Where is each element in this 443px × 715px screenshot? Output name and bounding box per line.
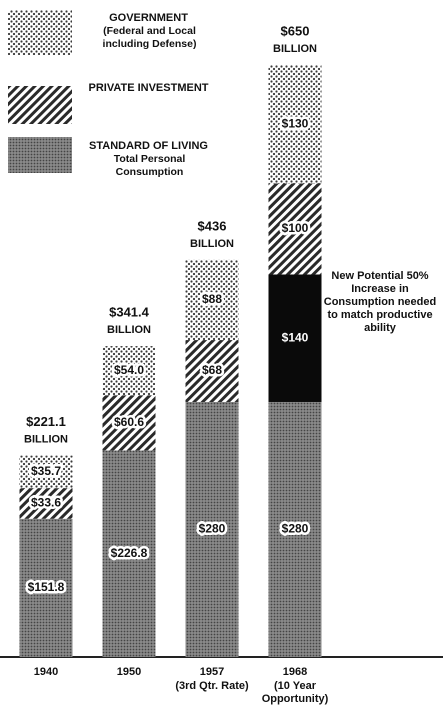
value-label: $130 (282, 116, 309, 130)
value-label: $280 (199, 522, 226, 536)
x-tick-note: (10 Year Opportunity) (261, 680, 329, 705)
value-label: $100 (282, 221, 309, 235)
bar-segment (268, 183, 322, 275)
total-unit: BILLION (24, 434, 68, 446)
legend-swatch (8, 10, 72, 55)
bar-segment (19, 488, 73, 519)
bar-segment (102, 346, 156, 396)
total-label: $341.4 (109, 305, 150, 320)
total-unit: BILLION (273, 43, 317, 55)
x-tick-label: 1957 (199, 666, 225, 678)
bar-segment (268, 401, 322, 657)
value-label: $33.6 (31, 496, 61, 510)
total-unit: BILLION (190, 238, 234, 250)
legend-swatch (8, 86, 72, 124)
value-label: $140 (282, 330, 309, 344)
bar-segment (19, 518, 73, 657)
bar-segment (268, 65, 322, 184)
legend-swatch (8, 137, 72, 173)
x-tick-label: 1940 (33, 666, 59, 678)
bar-segment (102, 450, 156, 657)
bar-segment (102, 395, 156, 451)
value-label: $280 (282, 522, 309, 536)
bar-segment (268, 274, 322, 402)
x-tick-label: 1950 (116, 666, 142, 678)
value-label: $54.0 (114, 363, 144, 377)
bar-segment (185, 401, 239, 657)
bar-segment (19, 455, 73, 489)
x-tick-label: 1968 (282, 666, 308, 678)
annotation: New Potential 50% Increase in Consumptio… (323, 270, 437, 334)
bar-segment (185, 259, 239, 341)
value-label: $68 (202, 363, 222, 377)
legend-label: PRIVATE INVESTMENT (88, 82, 209, 94)
legend-description: (Federal and Local including Defense) (102, 25, 197, 50)
value-label: $88 (202, 292, 222, 306)
legend-label: STANDARD OF LIVING (89, 140, 208, 152)
value-label: $60.6 (114, 415, 144, 429)
x-tick-note: (3rd Qtr. Rate) (175, 680, 249, 692)
total-unit: BILLION (107, 324, 151, 336)
total-label: $650 (281, 23, 310, 38)
value-label: $151.8 (28, 580, 65, 594)
legend-label: GOVERNMENT (109, 12, 188, 24)
value-label: $35.7 (31, 464, 61, 478)
total-label: $221.1 (26, 414, 66, 429)
total-label: $436 (198, 218, 227, 233)
legend-description: Total Personal Consumption (113, 153, 186, 178)
value-label: $226.8 (111, 546, 148, 560)
bar-segment (185, 340, 239, 402)
